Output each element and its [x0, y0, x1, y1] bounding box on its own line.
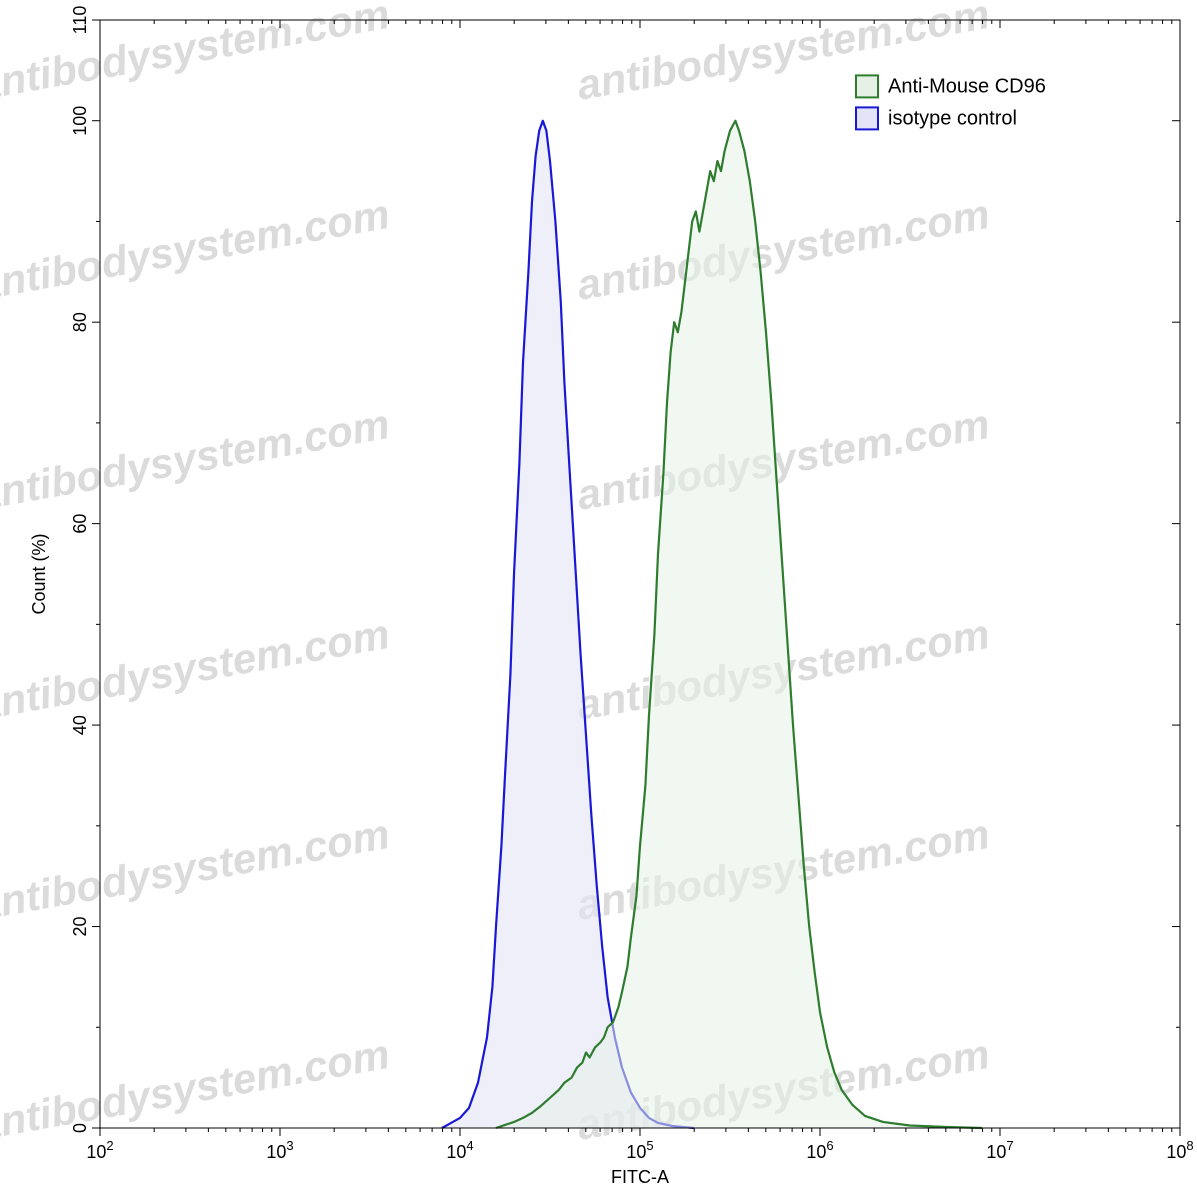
y-axis-label: Count (%) [29, 533, 49, 614]
y-tick-label: 20 [70, 917, 90, 937]
y-tick-label: 110 [70, 6, 90, 35]
x-axis-label: FITC-A [611, 1167, 669, 1187]
y-tick-label: 0 [70, 1123, 90, 1133]
y-tick-label: 40 [70, 715, 90, 735]
chart-svg: antibodysystem.comantibodysystem.comanti… [0, 0, 1197, 1193]
y-tick-label: 100 [70, 106, 90, 136]
legend-label: isotype control [888, 108, 1017, 130]
flow-cytometry-histogram: antibodysystem.comantibodysystem.comanti… [0, 0, 1197, 1193]
y-tick-label: 80 [70, 312, 90, 332]
y-tick-label: 60 [70, 514, 90, 534]
legend-swatch [856, 75, 878, 97]
legend-swatch [856, 107, 878, 129]
legend-label: Anti-Mouse CD96 [888, 76, 1046, 98]
